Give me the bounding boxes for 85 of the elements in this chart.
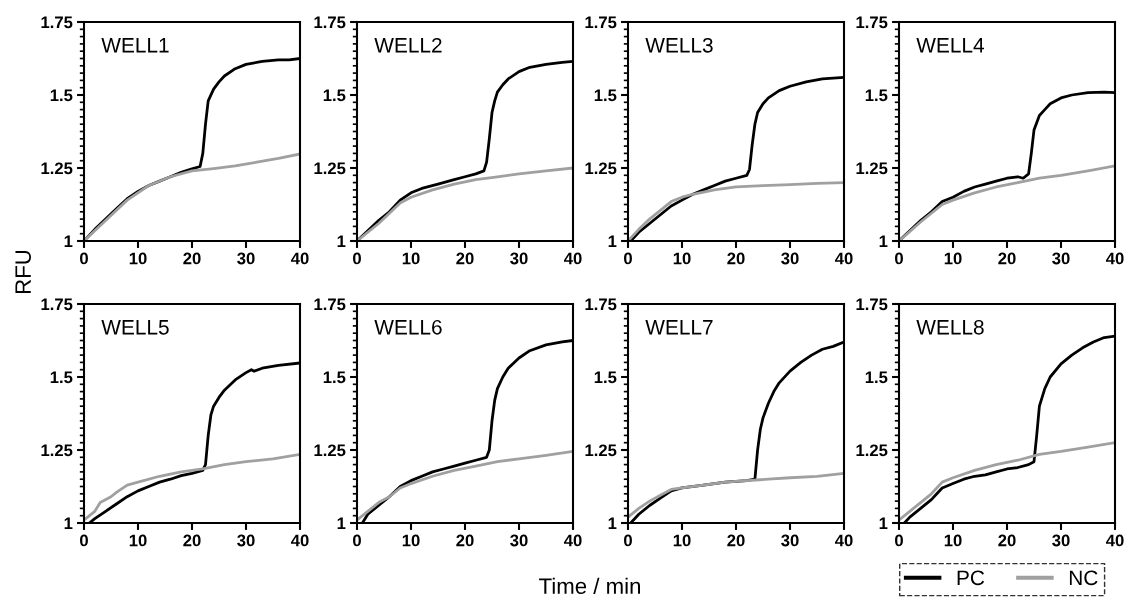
x-tick-label: 40: [563, 252, 582, 265]
y-tick-label: 1.5: [865, 89, 888, 102]
x-tick-label: 10: [944, 252, 962, 265]
x-tick-label: 30: [781, 252, 799, 265]
x-tick-label: 20: [456, 252, 474, 265]
x-tick-label: 0: [80, 534, 88, 547]
x-tick-label: 10: [402, 534, 420, 547]
y-tick-label: 1.25: [585, 444, 617, 457]
y-tick-label: 1.5: [323, 371, 346, 384]
y-tick-label: 1.25: [856, 444, 888, 457]
y-tick-label: 1: [879, 517, 888, 530]
y-tick-label: 1.75: [856, 16, 888, 29]
x-tick-label: 20: [183, 534, 201, 547]
y-tick-label: 1.75: [585, 16, 617, 29]
x-tick-label: 20: [727, 252, 745, 265]
y-tick-label: 1: [879, 235, 888, 248]
x-tick-label: 30: [237, 252, 255, 265]
y-tick-label: 1.25: [585, 162, 617, 175]
x-tick-label: 30: [1052, 252, 1070, 265]
y-tick-label: 1: [337, 235, 346, 248]
y-tick-label: 1.75: [41, 16, 73, 29]
x-tick-label: 40: [834, 252, 853, 265]
text: WELL1: [101, 38, 169, 53]
x-tick-label: 30: [510, 534, 528, 547]
x-tick-label: 0: [80, 252, 88, 265]
text: WELL5: [101, 320, 169, 335]
y-tick-label: 1.25: [41, 162, 73, 175]
x-tick-label: 10: [402, 252, 420, 265]
y-tick-label: 1: [337, 517, 346, 530]
x-tick-label: 20: [998, 252, 1016, 265]
x-tick-label: 40: [834, 534, 853, 547]
y-tick-label: 1.5: [594, 371, 617, 384]
x-tick-label: 40: [1105, 252, 1124, 265]
line-series: [628, 471, 844, 519]
x-tick-label: 0: [353, 534, 361, 547]
y-tick-label: 1.75: [314, 16, 346, 29]
x-tick-label: 10: [944, 534, 962, 547]
text: WELL8: [916, 319, 984, 335]
legend-label: PC: [957, 570, 985, 586]
text: WELL2: [374, 37, 442, 53]
y-tick-label: 1.75: [856, 298, 888, 311]
y-tick-label: 1.5: [50, 371, 73, 384]
y-tick-label: 1.75: [314, 298, 346, 311]
x-tick-label: 20: [456, 534, 474, 547]
y-tick-label: 1: [608, 235, 617, 248]
y-tick-label: 1.25: [856, 162, 888, 175]
x-tick-label: 10: [673, 252, 691, 265]
x-tick-label: 0: [624, 534, 632, 547]
x-tick-label: 10: [673, 534, 691, 547]
x-tick-label: 10: [129, 252, 147, 265]
y-tick-label: 1.25: [41, 444, 73, 457]
x-tick-label: 30: [1052, 534, 1070, 547]
text: WELL3: [645, 37, 713, 53]
x-tick-label: 0: [624, 252, 632, 265]
x-tick-label: 20: [727, 534, 745, 547]
x-tick-label: 20: [998, 534, 1016, 547]
x-tick-label: 40: [1105, 534, 1124, 547]
x-tick-label: 40: [563, 534, 582, 547]
text: WELL4: [916, 38, 984, 53]
y-axis-title: RFU: [15, 250, 31, 294]
y-tick-label: 1.75: [585, 298, 617, 311]
x-tick-label: 0: [895, 252, 903, 265]
x-tick-label: 0: [353, 252, 361, 265]
y-tick-label: 1.25: [314, 444, 346, 457]
x-tick-label: 0: [895, 534, 903, 547]
x-tick-label: 30: [781, 534, 799, 547]
y-tick-label: 1.75: [41, 298, 73, 311]
x-tick-label: 30: [237, 534, 255, 547]
x-axis-title: Time / min: [539, 577, 640, 594]
y-tick-label: 1: [64, 517, 73, 530]
y-tick-label: 1: [608, 517, 617, 530]
y-tick-label: 1.5: [50, 89, 73, 102]
y-tick-label: 1.5: [594, 89, 617, 102]
x-tick-label: 10: [129, 534, 147, 547]
y-tick-label: 1.5: [323, 89, 346, 102]
text: WELL7: [645, 320, 713, 335]
x-tick-label: 20: [183, 252, 201, 265]
x-tick-label: 40: [290, 534, 309, 547]
y-tick-label: 1.5: [865, 371, 888, 384]
y-tick-label: 1.25: [314, 162, 346, 175]
x-tick-label: 30: [510, 252, 528, 265]
x-tick-label: 40: [290, 252, 309, 265]
text: WELL6: [374, 319, 442, 335]
y-tick-label: 1: [64, 235, 73, 248]
legend-label: NC: [1069, 570, 1098, 586]
